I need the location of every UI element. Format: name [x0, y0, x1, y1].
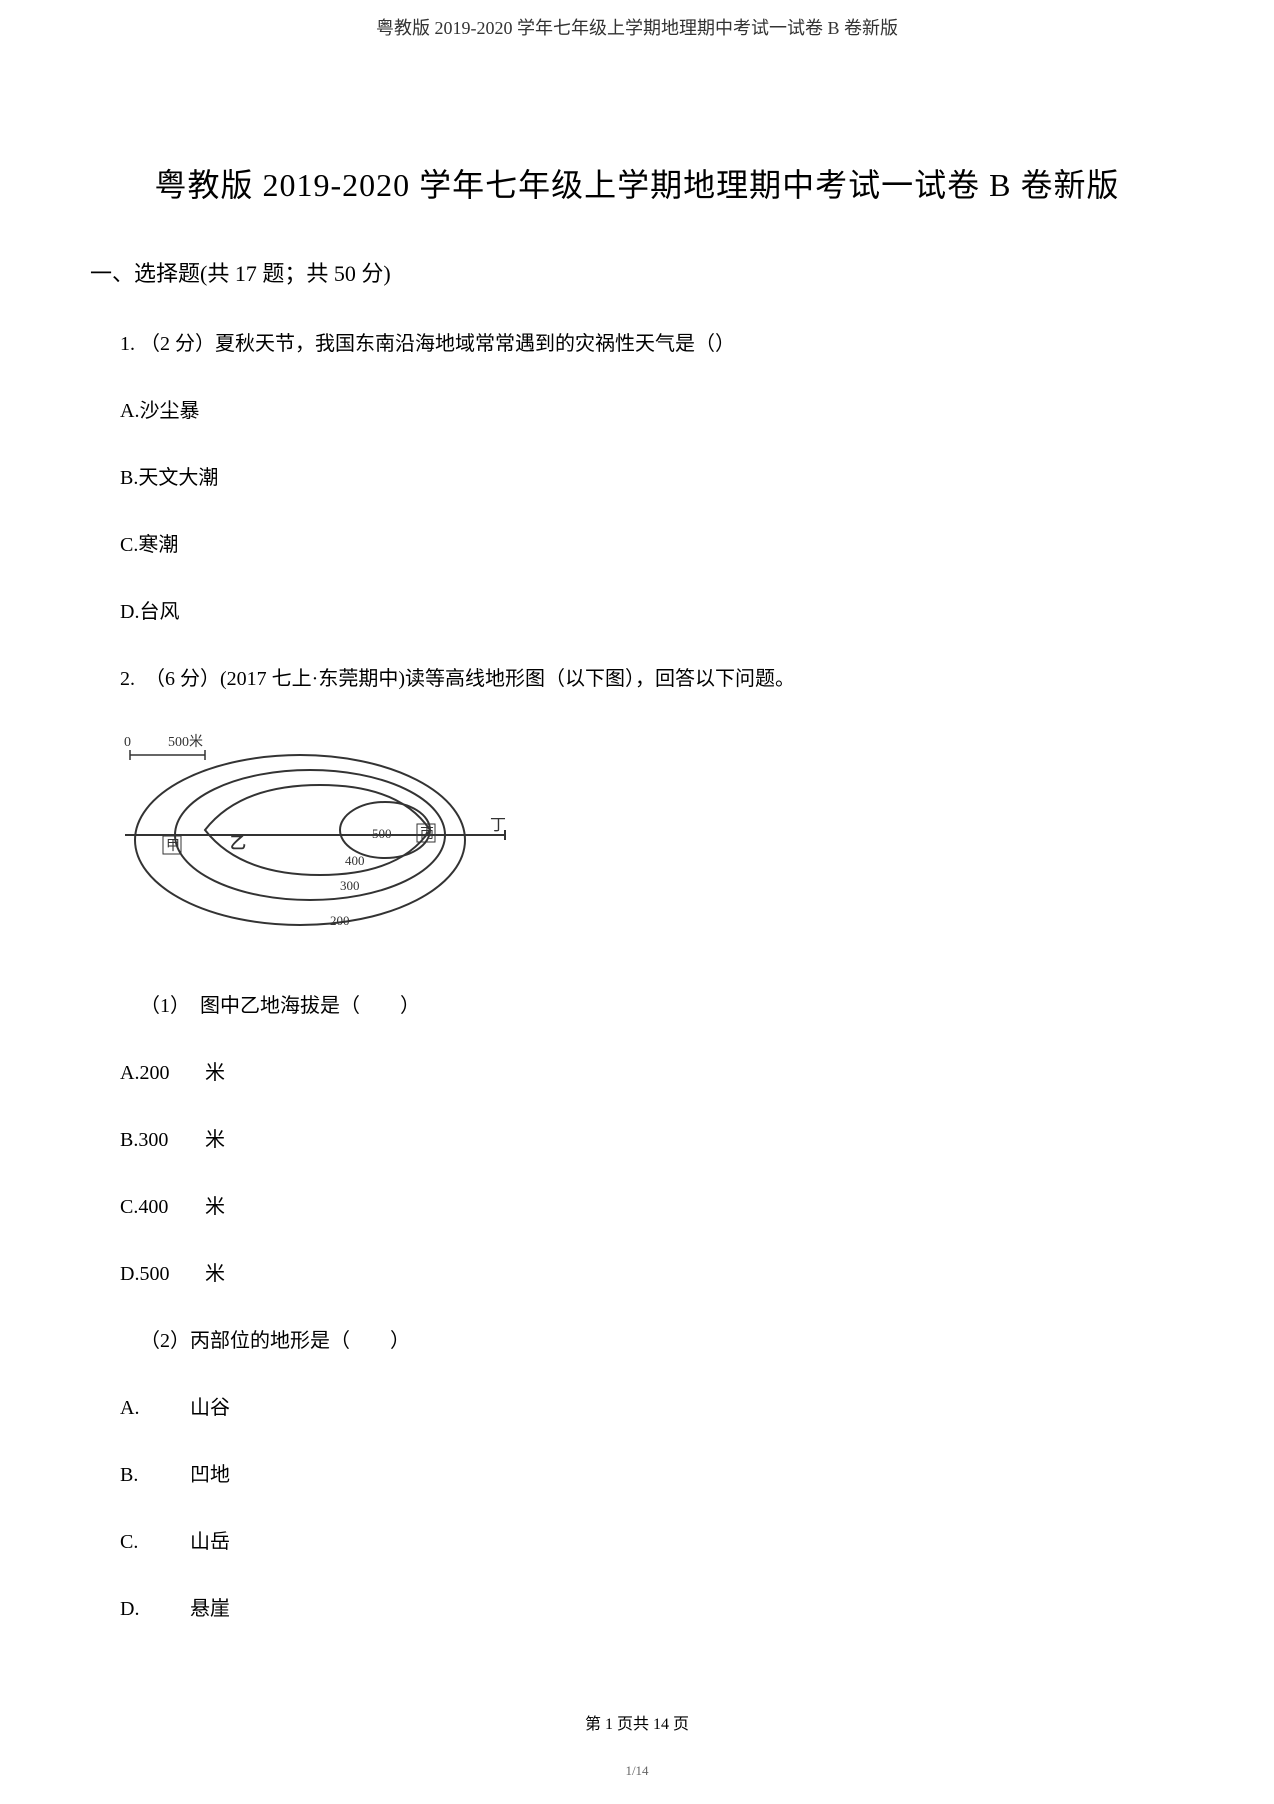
q2-sub1-option-b: B.300 米	[120, 1124, 1184, 1156]
q2-sub2-a-text: 山谷	[190, 1392, 230, 1424]
label-yi: 乙	[230, 835, 246, 852]
q2-sub1-option-c: C.400 米	[120, 1191, 1184, 1223]
label-jia: 甲	[166, 839, 180, 854]
main-title: 粤教版 2019-2020 学年七年级上学期地理期中考试一试卷 B 卷新版	[0, 160, 1274, 206]
q2-sub1-c-label: C.400	[120, 1191, 175, 1223]
q2-sub2-option-a: A. 山谷	[120, 1392, 1184, 1424]
q2-sub2-c-label: C.	[120, 1526, 160, 1558]
q2-sub2-option-d: D. 悬崖	[120, 1593, 1184, 1625]
q2-sub1-b-label: B.300	[120, 1124, 175, 1156]
contour-400: 400	[345, 853, 365, 868]
page-footer: 第 1 页共 14 页	[0, 1710, 1274, 1734]
page-number-small: 1/14	[0, 1763, 1274, 1779]
q2-sub2-a-label: A.	[120, 1392, 160, 1424]
scale-zero: 0	[124, 735, 131, 750]
q2-sub1-a-label: A.200	[120, 1057, 175, 1089]
label-bing: 丙	[420, 827, 434, 842]
q2-sub2-b-text: 凹地	[190, 1459, 230, 1491]
contour-500: 500	[372, 826, 392, 841]
question-1: 1. （2 分）夏秋天节，我国东南沿海地域常常遇到的灾祸性天气是（） A.沙尘暴…	[90, 328, 1184, 628]
q2-sub2-b-label: B.	[120, 1459, 160, 1491]
q2-sub1-b-unit: 米	[205, 1124, 225, 1156]
q2-sub1-option-d: D.500 米	[120, 1258, 1184, 1290]
section-title: 一、选择题(共 17 题；共 50 分)	[90, 256, 1184, 288]
q1-option-b: B.天文大潮	[120, 462, 1184, 494]
contour-diagram: 0 500米 甲 乙 丙 丁 500 400	[120, 730, 1184, 955]
q2-sub2-c-text: 山岳	[190, 1526, 230, 1558]
content-area: 一、选择题(共 17 题；共 50 分) 1. （2 分）夏秋天节，我国东南沿海…	[0, 256, 1274, 1625]
scale-500: 500米	[168, 734, 203, 750]
q2-sub2-option-b: B. 凹地	[120, 1459, 1184, 1491]
contour-200: 200	[330, 913, 350, 928]
contour-svg: 0 500米 甲 乙 丙 丁 500 400	[120, 730, 520, 950]
question-2-text: 2. （6 分）(2017 七上·东莞期中)读等高线地形图（以下图），回答以下问…	[120, 663, 1184, 695]
label-ding: 丁	[490, 817, 506, 834]
q2-sub2-d-text: 悬崖	[190, 1593, 230, 1625]
q1-option-a: A.沙尘暴	[120, 395, 1184, 427]
question-1-text: 1. （2 分）夏秋天节，我国东南沿海地域常常遇到的灾祸性天气是（）	[120, 328, 1184, 360]
contour-300: 300	[340, 878, 360, 893]
q2-sub1: （1） 图中乙地海拔是（ ）	[120, 990, 1184, 1022]
q1-option-d: D.台风	[120, 596, 1184, 628]
q2-sub2: （2）丙部位的地形是（ ）	[120, 1325, 1184, 1357]
q2-sub1-c-unit: 米	[205, 1191, 225, 1223]
q2-sub1-d-label: D.500	[120, 1258, 175, 1290]
q2-sub2-option-c: C. 山岳	[120, 1526, 1184, 1558]
q2-sub1-option-a: A.200 米	[120, 1057, 1184, 1089]
question-2: 2. （6 分）(2017 七上·东莞期中)读等高线地形图（以下图），回答以下问…	[90, 663, 1184, 1625]
q2-sub1-d-unit: 米	[205, 1258, 225, 1290]
q1-option-c: C.寒潮	[120, 529, 1184, 561]
q2-sub2-d-label: D.	[120, 1593, 160, 1625]
header-title: 粤教版 2019-2020 学年七年级上学期地理期中考试一试卷 B 卷新版	[0, 0, 1274, 40]
q2-sub1-a-unit: 米	[205, 1057, 225, 1089]
